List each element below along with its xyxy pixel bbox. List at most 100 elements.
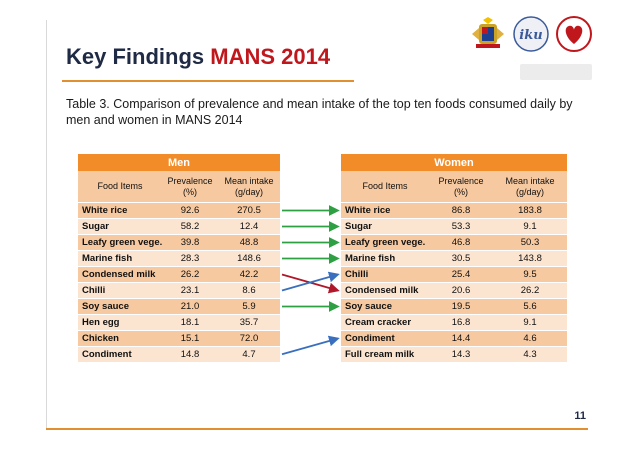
mean-intake-cell: 48.8 [218,234,280,251]
prevalence-cell: 92.6 [162,202,218,219]
food-cell: Chilli [78,282,162,299]
table-row: Leafy green vege. 39.8 48.8 [78,234,280,251]
prevalence-cell: 58.2 [162,218,218,235]
table-row: Chilli 23.1 8.6 [78,282,280,299]
prevalence-cell: 53.3 [429,218,493,235]
prevalence-cell: 86.8 [429,202,493,219]
prevalence-cell: 25.4 [429,266,493,283]
food-cell: White rice [78,202,162,219]
mean-intake-cell: 143.8 [493,250,567,267]
table-row: Condensed milk 20.6 26.2 [341,282,567,299]
column-header-food: Food Items [341,171,429,203]
food-cell: Chilli [341,266,429,283]
table-row: White rice 86.8 183.8 [341,202,567,219]
slide-title: Key Findings MANS 2014 [66,44,330,70]
faded-header-mark [520,64,592,80]
table-row: Soy sauce 19.5 5.6 [341,298,567,315]
mean-intake-cell: 270.5 [218,202,280,219]
food-cell: Marine fish [341,250,429,267]
table-row: Chilli 25.4 9.5 [341,266,567,283]
food-cell: Condiment [341,330,429,347]
mean-intake-cell: 35.7 [218,314,280,331]
column-header-prevalence: Prevalence (%) [162,171,218,203]
table-caption: Table 3. Comparison of prevalence and me… [66,97,573,127]
prevalence-cell: 14.4 [429,330,493,347]
mean-intake-cell: 9.1 [493,314,567,331]
mean-intake-cell: 5.6 [493,298,567,315]
table-row: Sugar 58.2 12.4 [78,218,280,235]
prevalence-cell: 20.6 [429,282,493,299]
prevalence-cell: 39.8 [162,234,218,251]
food-cell: Condensed milk [78,266,162,283]
food-cell: Soy sauce [341,298,429,315]
mean-intake-cell: 9.5 [493,266,567,283]
food-cell: Marine fish [78,250,162,267]
column-header-mean-intake: Mean intake (g/day) [218,171,280,203]
table-row: Marine fish 30.5 143.8 [341,250,567,267]
table-row: Leafy green vege. 46.8 50.3 [341,234,567,251]
women-header: Women [341,154,567,171]
men-rows: White rice 92.6 270.5 Sugar 58.2 12.4 Leafy gr… [78,202,280,362]
table-row: Hen egg 18.1 35.7 [78,314,280,331]
food-cell: Sugar [78,218,162,235]
svg-text:iku: iku [519,28,542,43]
food-cell: Cream cracker [341,314,429,331]
page-number: 11 [574,410,586,422]
table-row: Full cream milk 14.3 4.3 [341,346,567,362]
prevalence-cell: 46.8 [429,234,493,251]
food-cell: Condensed milk [341,282,429,299]
prevalence-cell: 14.8 [162,346,218,362]
food-cell: Leafy green vege. [341,234,429,251]
women-rows: White rice 86.8 183.8 Sugar 53.3 9.1 Leafy gre… [341,202,567,362]
table-row: Chicken 15.1 72.0 [78,330,280,347]
column-header-prevalence: Prevalence (%) [429,171,493,203]
header-logos: iku [470,14,594,54]
iku-logo-icon: iku [513,16,549,52]
prevalence-cell: 19.5 [429,298,493,315]
mean-intake-cell: 8.6 [218,282,280,299]
women-table: Women Food Items Prevalence (%) Mean int… [341,154,567,362]
prevalence-cell: 21.0 [162,298,218,315]
ranking-arrow [281,273,340,294]
mean-intake-cell: 12.4 [218,218,280,235]
prevalence-cell: 15.1 [162,330,218,347]
mean-intake-cell: 26.2 [493,282,567,299]
table-row: White rice 92.6 270.5 [78,202,280,219]
food-cell: Condiment [78,346,162,362]
table-row: Condiment 14.4 4.6 [341,330,567,347]
ranking-arrow [281,335,340,356]
title-accent: MANS 2014 [210,44,331,69]
heart-logo-icon [556,16,592,52]
prevalence-cell: 26.2 [162,266,218,283]
mean-intake-cell: 4.6 [493,330,567,347]
men-header: Men [78,154,280,171]
food-cell: Leafy green vege. [78,234,162,251]
men-table: Men Food Items Prevalence (%) Mean intak… [78,154,280,362]
left-border [46,20,47,430]
mean-intake-cell: 72.0 [218,330,280,347]
table-row: Soy sauce 21.0 5.9 [78,298,280,315]
prevalence-cell: 16.8 [429,314,493,331]
prevalence-cell: 23.1 [162,282,218,299]
table-row: Cream cracker 16.8 9.1 [341,314,567,331]
food-cell: Hen egg [78,314,162,331]
prevalence-cell: 28.3 [162,250,218,267]
mean-intake-cell: 4.3 [493,346,567,362]
title-main: Key Findings [66,44,205,69]
table-row: Marine fish 28.3 148.6 [78,250,280,267]
mean-intake-cell: 4.7 [218,346,280,362]
food-cell: Full cream milk [341,346,429,362]
food-cell: Soy sauce [78,298,162,315]
mean-intake-cell: 183.8 [493,202,567,219]
prevalence-cell: 18.1 [162,314,218,331]
column-header-food: Food Items [78,171,162,203]
footer-rule [46,428,588,430]
mean-intake-cell: 9.1 [493,218,567,235]
column-header-mean-intake: Mean intake (g/day) [493,171,567,203]
mean-intake-cell: 5.9 [218,298,280,315]
ranking-arrow [281,271,340,292]
food-cell: White rice [341,202,429,219]
table-row: Condensed milk 26.2 42.2 [78,266,280,283]
mean-intake-cell: 148.6 [218,250,280,267]
prevalence-cell: 30.5 [429,250,493,267]
